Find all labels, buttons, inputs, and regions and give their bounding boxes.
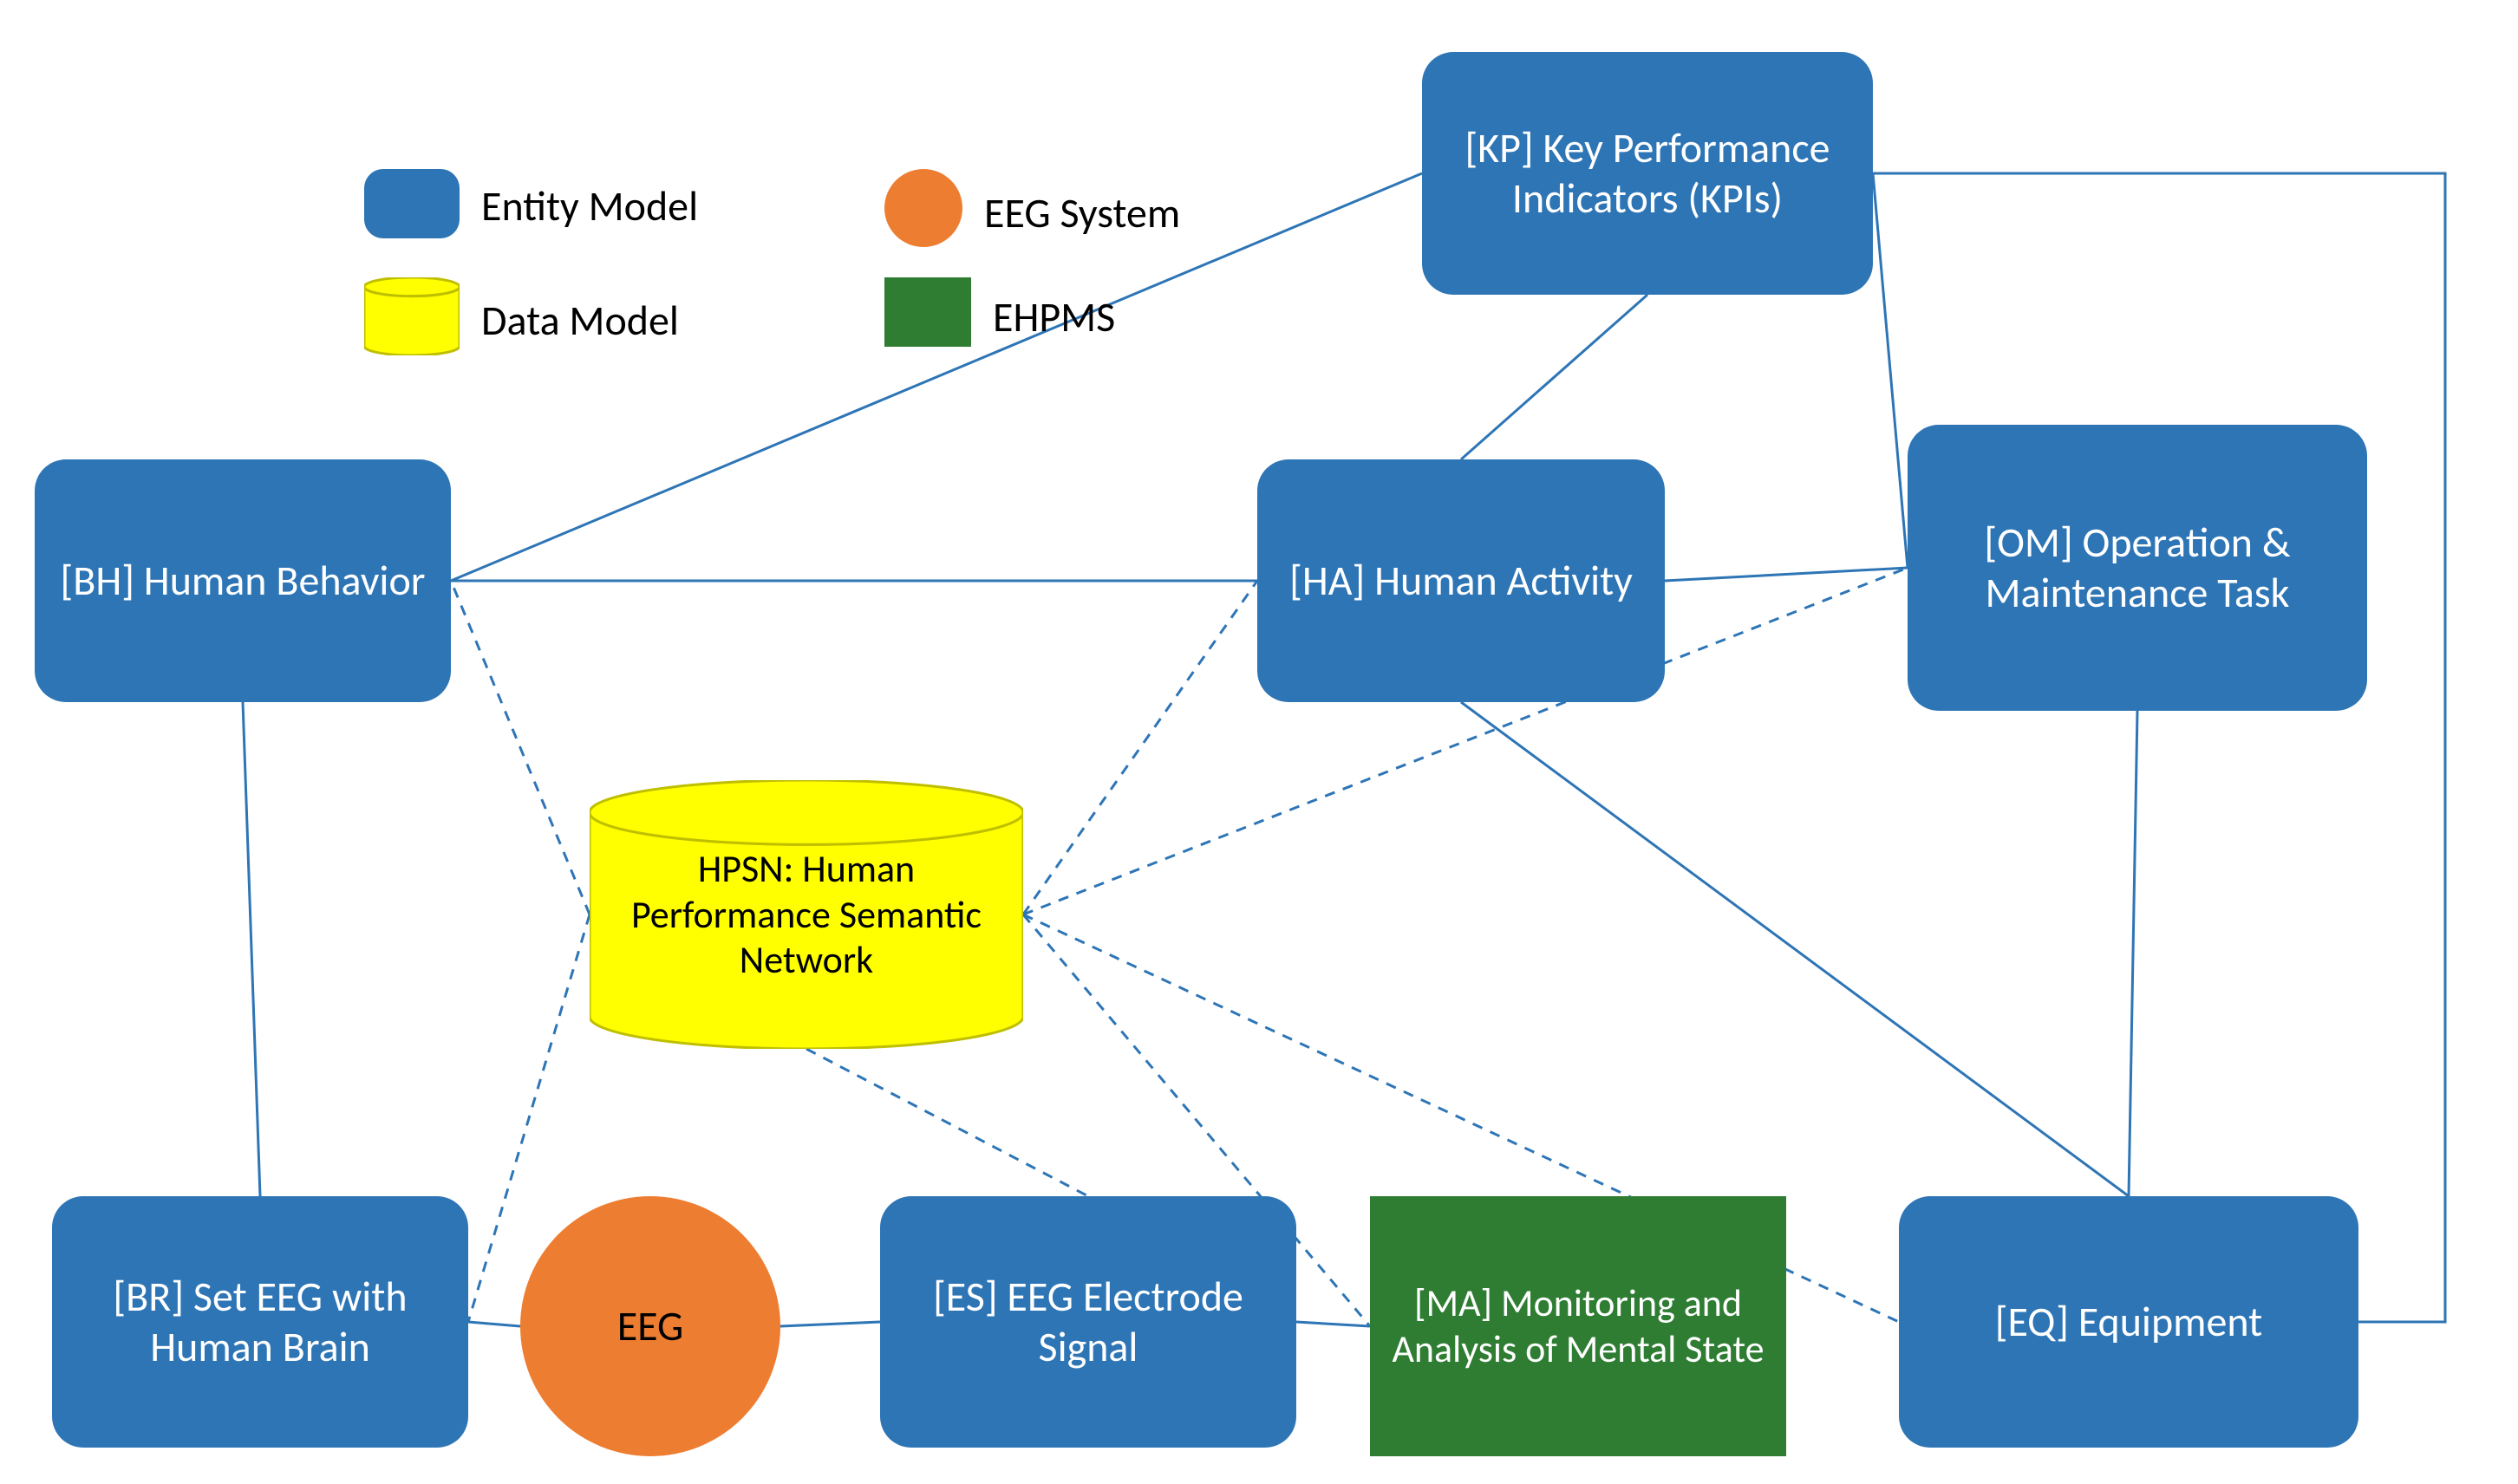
node-ES: [ES] EEG Electrode Signal — [880, 1196, 1296, 1448]
node-label: [MA] Monitoring and Analysis of Mental S… — [1387, 1280, 1769, 1372]
legend-label-ehpms: EHPMS — [993, 291, 1115, 342]
legend-swatch-entity — [364, 169, 460, 238]
node-label: [EQ] Equipment — [1995, 1297, 2263, 1347]
legend-swatch-eeg — [884, 169, 962, 247]
legend-swatch-ehpms — [884, 277, 971, 347]
node-HA: [HA] Human Activity — [1257, 459, 1665, 702]
node-label: [OM] Operation & Maintenance Task — [1925, 517, 2350, 617]
node-label: EEG — [617, 1301, 684, 1351]
legend-label-eeg: EEG System — [984, 187, 1180, 238]
node-KP: [KP] Key Performance Indicators (KPIs) — [1422, 52, 1873, 295]
node-label: [KP] Key Performance Indicators (KPIs) — [1439, 123, 1856, 223]
node-OM: [OM] Operation & Maintenance Task — [1908, 425, 2367, 711]
node-label: [ES] EEG Electrode Signal — [897, 1272, 1279, 1371]
node-HPSN: HPSN: Human Performance Semantic Network — [590, 780, 1023, 1049]
node-BH: [BH] Human Behavior — [35, 459, 451, 702]
legend-swatch-data — [364, 277, 460, 355]
legend-label-data: Data Model — [481, 295, 679, 346]
node-label: [BH] Human Behavior — [61, 556, 426, 606]
node-label: [BR] Set EEG with Human Brain — [69, 1272, 451, 1371]
node-EEG: EEG — [520, 1196, 780, 1456]
diagram-canvas: [KP] Key Performance Indicators (KPIs) [B… — [0, 0, 2518, 1484]
node-MA: [MA] Monitoring and Analysis of Mental S… — [1370, 1196, 1786, 1456]
node-EQ: [EQ] Equipment — [1899, 1196, 2358, 1448]
node-label: HPSN: Human Performance Semantic Network — [590, 846, 1023, 983]
legend-label-entity: Entity Model — [481, 180, 698, 231]
node-label: [HA] Human Activity — [1289, 556, 1633, 606]
node-BR: [BR] Set EEG with Human Brain — [52, 1196, 468, 1448]
